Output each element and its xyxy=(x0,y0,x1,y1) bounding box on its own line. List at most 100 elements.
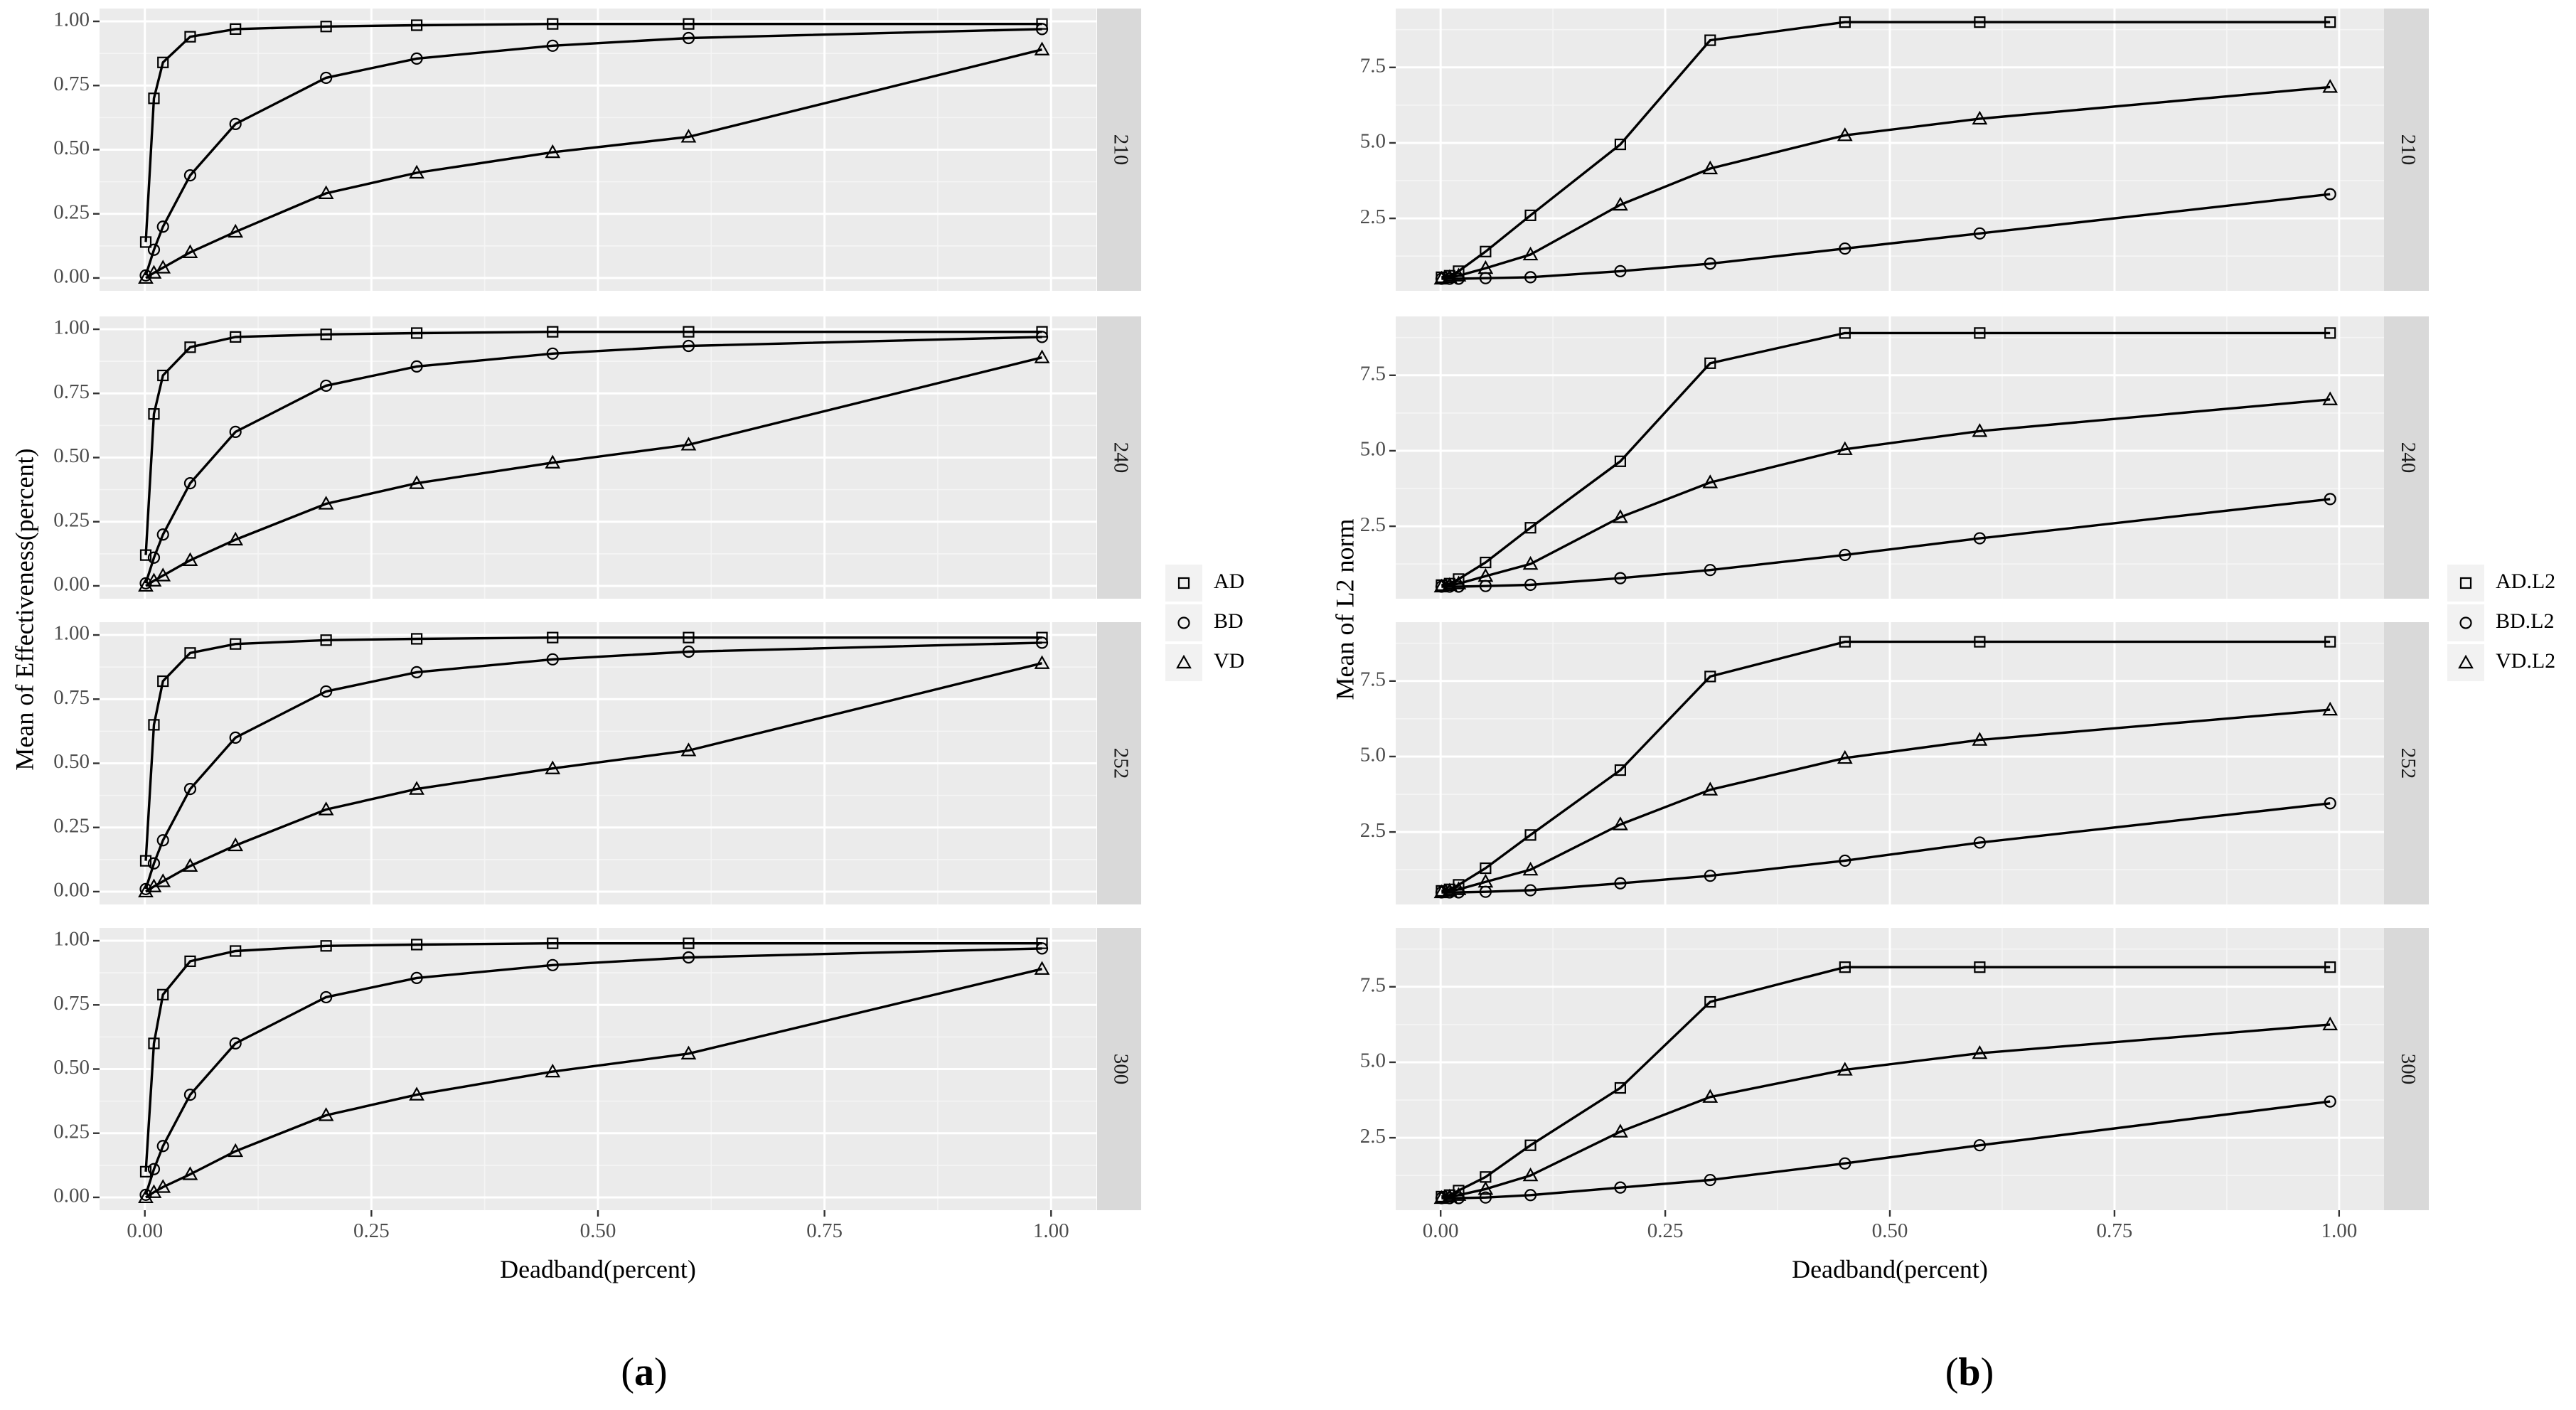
y-tick-label: 1.00 xyxy=(53,622,90,645)
data-point xyxy=(1839,242,1851,255)
data-point xyxy=(410,327,423,339)
data-point xyxy=(320,379,333,392)
series-ad xyxy=(139,937,1048,1177)
data-point xyxy=(229,731,242,744)
legend-label: VD.L2 xyxy=(2496,649,2555,673)
data-point xyxy=(547,326,559,338)
y-tick-label: 0.25 xyxy=(53,201,90,223)
data-point xyxy=(680,129,697,143)
y-tick-label: 0.00 xyxy=(53,573,90,596)
legend-label: AD xyxy=(1214,570,1244,593)
data-point xyxy=(1702,1089,1719,1103)
data-point xyxy=(155,873,171,887)
y-tick-label: 2.5 xyxy=(1360,1125,1386,1148)
data-point xyxy=(2322,701,2339,716)
y-tick-label: 7.5 xyxy=(1360,668,1386,690)
y-axis-title: Mean of L2 norm xyxy=(1330,519,1359,700)
data-point xyxy=(1477,1181,1494,1195)
facet-strip-label: 300 xyxy=(2397,1054,2420,1085)
data-point xyxy=(410,360,423,373)
data-point xyxy=(1036,631,1048,643)
legend-key-circle xyxy=(1177,616,1190,629)
data-point xyxy=(228,837,244,852)
data-point xyxy=(1035,331,1049,343)
data-point xyxy=(1034,349,1050,363)
data-point xyxy=(680,742,697,757)
data-point xyxy=(1614,265,1627,278)
data-point xyxy=(1614,455,1627,467)
data-point xyxy=(410,633,423,645)
data-point xyxy=(1614,138,1627,151)
data-point xyxy=(410,939,423,951)
data-point xyxy=(1974,327,1986,339)
data-point xyxy=(318,801,334,816)
data-point xyxy=(1036,18,1048,30)
data-point xyxy=(1480,556,1492,569)
y-tick-label: 1.00 xyxy=(53,9,90,31)
y-tick-label: 0.50 xyxy=(53,444,90,467)
data-point xyxy=(682,645,695,658)
data-point xyxy=(1522,246,1539,261)
data-point xyxy=(1839,327,1851,339)
data-point xyxy=(1441,269,1458,283)
data-point xyxy=(1839,1157,1851,1170)
data-point xyxy=(2324,961,2336,973)
data-point xyxy=(1034,41,1050,55)
data-point xyxy=(2324,493,2336,506)
data-point xyxy=(184,647,196,659)
y-tick-label: 2.5 xyxy=(1360,513,1386,536)
data-point xyxy=(1450,267,1467,282)
y-tick-label: 0.75 xyxy=(53,992,90,1015)
y-axis-title: Mean of Effectiveness(percent) xyxy=(10,448,38,770)
data-point xyxy=(320,329,332,341)
data-point xyxy=(547,937,559,949)
data-point xyxy=(1441,577,1458,591)
facet-panel: 300 0.00 0.25 0.50 0.75 1.00 xyxy=(53,928,1141,1210)
legend-label: VD xyxy=(1214,649,1244,673)
legend-key-background xyxy=(2447,565,2484,602)
data-point xyxy=(546,39,559,52)
legend-label: AD.L2 xyxy=(2496,570,2555,593)
data-point xyxy=(155,567,171,582)
data-point xyxy=(148,719,160,731)
facet-panel: 240 0.00 0.25 0.50 0.75 1.00 xyxy=(53,316,1141,599)
legend-label: BD.L2 xyxy=(2496,609,2555,633)
series-bd xyxy=(139,331,1049,589)
series-ad xyxy=(139,326,1048,561)
data-point xyxy=(1614,1181,1627,1194)
data-point xyxy=(157,369,169,382)
data-point xyxy=(1441,1188,1458,1202)
series-vd xyxy=(138,655,1050,898)
data-point xyxy=(1479,1191,1492,1204)
data-point xyxy=(1839,961,1851,973)
data-point xyxy=(157,988,169,1000)
data-point xyxy=(1704,357,1716,369)
data-point xyxy=(1480,245,1492,257)
data-point xyxy=(1522,1167,1539,1182)
data-point xyxy=(147,1163,161,1175)
data-point xyxy=(148,92,160,105)
data-point xyxy=(1704,257,1716,270)
legend-key-circle xyxy=(2459,616,2472,629)
facet-panel: 252 0.00 0.25 0.50 0.75 1.00 xyxy=(53,622,1141,904)
subfigure-a: 210 0.00 0.25 0.50 0.75 1.00 240 0.00 0.25 0.50 0.… xyxy=(10,9,1244,1394)
data-point xyxy=(139,1165,152,1177)
data-point xyxy=(1524,271,1537,284)
data-point xyxy=(682,951,695,964)
data-point xyxy=(1524,884,1537,897)
data-point xyxy=(410,19,423,31)
facet-strip-label: 300 xyxy=(1109,1054,1132,1085)
facet-panel: 210 0.00 0.25 0.50 0.75 1.00 xyxy=(53,9,1141,291)
y-tick-label: 0.25 xyxy=(53,508,90,531)
series-line xyxy=(144,941,1042,1173)
legend-key-square xyxy=(2459,577,2472,589)
data-point xyxy=(2324,188,2336,201)
legend-key-square xyxy=(1177,577,1190,589)
data-point xyxy=(1839,636,1851,648)
legend-key-triangle xyxy=(2458,654,2474,669)
y-tick-label: 1.00 xyxy=(53,928,90,951)
data-point xyxy=(320,990,333,1004)
data-point xyxy=(147,857,161,870)
data-point xyxy=(1477,567,1494,582)
data-point xyxy=(1972,110,1988,125)
